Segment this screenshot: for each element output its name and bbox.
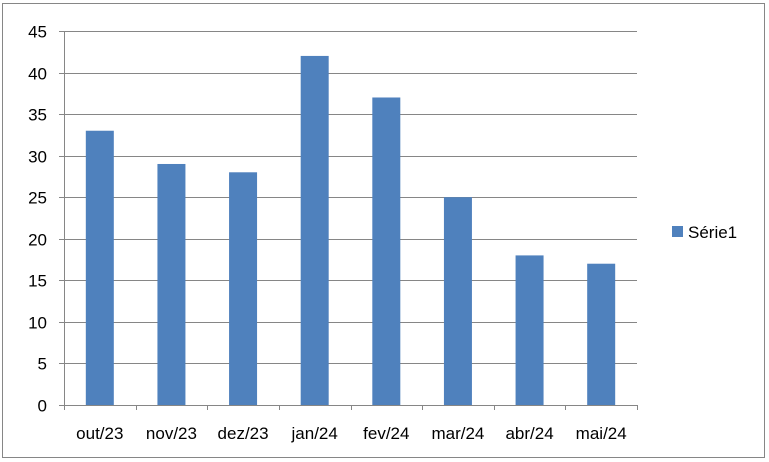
- y-tick-label: 5: [38, 355, 47, 374]
- bar: [300, 55, 329, 405]
- bar: [443, 197, 472, 405]
- bar: [229, 172, 258, 405]
- y-tick-label: 45: [28, 23, 47, 42]
- bar: [372, 97, 401, 405]
- y-tick-labels: 0 5 10 15 20 25 30 35 40 45: [28, 23, 47, 416]
- gridlines: [64, 31, 637, 364]
- x-tick-label: nov/23: [146, 424, 197, 443]
- bar: [85, 130, 114, 405]
- x-tick-labels: out/23 nov/23 dez/23 jan/24 fev/24 mar/24 abr/…: [76, 424, 627, 443]
- y-tick-label: 25: [28, 189, 47, 208]
- y-tick-label: 40: [28, 65, 47, 84]
- y-tick-label: 15: [28, 272, 47, 291]
- y-tick-label: 0: [38, 397, 47, 416]
- legend-swatch: [672, 226, 683, 237]
- y-tick-label: 35: [28, 106, 47, 125]
- axes: [59, 31, 638, 410]
- bar: [587, 263, 616, 405]
- x-tick-label: fev/24: [363, 424, 409, 443]
- bar: [157, 163, 186, 405]
- bar-series: [85, 55, 616, 405]
- x-tick-label: abr/24: [505, 424, 553, 443]
- x-tick-label: out/23: [76, 424, 123, 443]
- legend: Série1: [672, 223, 737, 242]
- legend-label: Série1: [688, 223, 737, 242]
- x-tick-label: jan/24: [291, 424, 338, 443]
- bar: [515, 255, 544, 405]
- x-tick-label: mai/24: [576, 424, 627, 443]
- y-tick-label: 30: [28, 148, 47, 167]
- y-tick-label: 20: [28, 231, 47, 250]
- y-tick-label: 10: [28, 314, 47, 333]
- x-tick-label: dez/23: [218, 424, 269, 443]
- x-tick-label: mar/24: [431, 424, 484, 443]
